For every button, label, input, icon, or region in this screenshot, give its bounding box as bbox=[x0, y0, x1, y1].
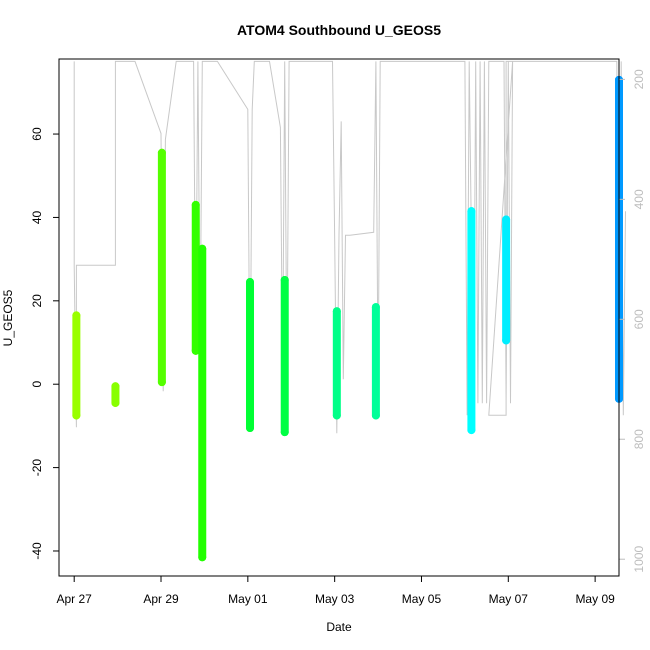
x-axis-label: Date bbox=[326, 620, 352, 634]
y2-tick-label: 800 bbox=[632, 429, 646, 449]
series-point-max bbox=[332, 307, 341, 316]
series-point-min bbox=[280, 428, 289, 437]
y-tick-label: -20 bbox=[30, 459, 44, 477]
series-point-min bbox=[502, 336, 511, 345]
series-segment-6 bbox=[246, 278, 255, 432]
y-tick-label: 40 bbox=[30, 210, 44, 224]
series-segment-3 bbox=[157, 148, 166, 387]
series-point-max bbox=[467, 207, 476, 216]
series-point-max bbox=[72, 311, 81, 320]
y-tick-label: 20 bbox=[30, 294, 44, 308]
series-point-min bbox=[157, 378, 166, 387]
y-tick-label: -40 bbox=[30, 542, 44, 560]
x-tick-label: May 09 bbox=[575, 592, 615, 606]
series-point-max bbox=[280, 275, 289, 284]
series-point-max bbox=[157, 148, 166, 157]
series-point-max bbox=[502, 215, 511, 224]
series-point-min bbox=[332, 411, 341, 420]
y-axis-label: U_GEOS5 bbox=[1, 289, 15, 346]
series-point-min bbox=[246, 423, 255, 432]
series-point-min bbox=[191, 346, 200, 355]
y-axis: -40 -20 0 20 40 60 bbox=[30, 127, 59, 560]
pressure-trace-line bbox=[73, 60, 626, 434]
x-tick-label: May 03 bbox=[315, 592, 355, 606]
series-segment-10 bbox=[467, 207, 476, 435]
y2-tick-label: 400 bbox=[632, 189, 646, 209]
y2-tick-label: 200 bbox=[632, 69, 646, 89]
series-segment-2 bbox=[111, 382, 120, 407]
series-point-max bbox=[191, 200, 200, 209]
y2-tick-label: 1000 bbox=[632, 546, 646, 573]
series-segment-11 bbox=[502, 215, 511, 345]
x-tick-label: May 07 bbox=[489, 592, 529, 606]
x-tick-label: May 05 bbox=[402, 592, 442, 606]
y2-tick-label: 600 bbox=[632, 309, 646, 329]
x-tick-label: Apr 27 bbox=[57, 592, 93, 606]
plot-frame bbox=[58, 58, 620, 577]
series-point-max bbox=[198, 244, 207, 253]
series-point-min bbox=[467, 426, 476, 435]
y-tick-label: 60 bbox=[30, 127, 44, 141]
x-tick-label: May 01 bbox=[228, 592, 268, 606]
series-segment-1 bbox=[72, 311, 81, 420]
series-point-min bbox=[72, 411, 81, 420]
y-tick-label: 0 bbox=[30, 381, 44, 388]
series-segment-5 bbox=[198, 244, 207, 562]
series-point-max bbox=[246, 278, 255, 287]
series-point-max bbox=[111, 382, 120, 391]
x-tick-label: Apr 29 bbox=[143, 592, 179, 606]
series-point-min bbox=[198, 553, 207, 562]
series-point-min bbox=[111, 398, 120, 407]
series-point-min bbox=[371, 411, 380, 420]
series-point-max bbox=[371, 303, 380, 312]
series-segment-4 bbox=[191, 200, 200, 355]
y2-axis: 200 400 600 800 1000 bbox=[619, 69, 646, 573]
plot-marks bbox=[72, 60, 626, 562]
series-segment-8 bbox=[332, 307, 341, 420]
chart-title: ATOM4 Southbound U_GEOS5 bbox=[237, 22, 441, 38]
x-axis: Apr 27 Apr 29 May 01 May 03 May 05 May 07 May … bbox=[57, 576, 615, 606]
series-segment-7 bbox=[280, 275, 289, 437]
series-segment-9 bbox=[371, 303, 380, 420]
